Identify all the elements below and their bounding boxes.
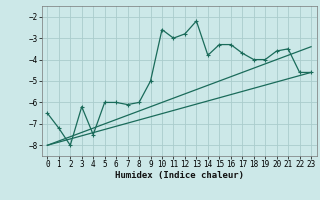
X-axis label: Humidex (Indice chaleur): Humidex (Indice chaleur) [115, 171, 244, 180]
